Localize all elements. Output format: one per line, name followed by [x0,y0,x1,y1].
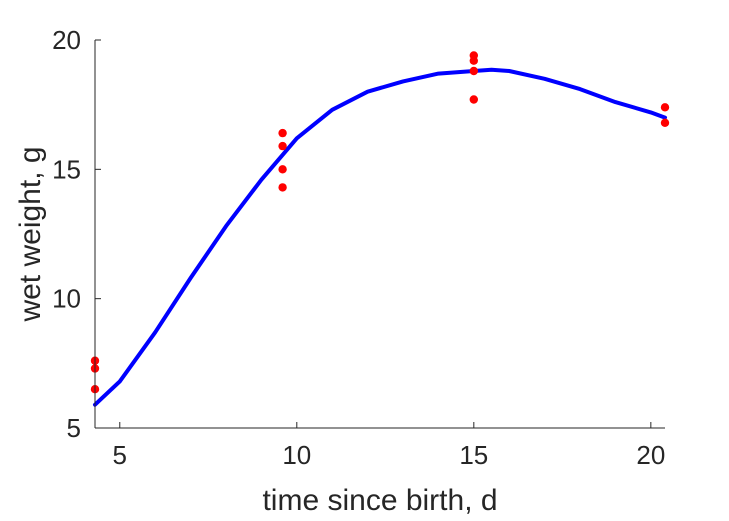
x-tick-label: 5 [113,440,127,470]
x-axis-label: time since birth, d [262,484,497,517]
axes: 5 10 15 20 5 10 15 20 [52,25,665,470]
y-axis-label: wet weight, g [14,146,47,322]
fit-curve [93,67,667,407]
plot-area [90,51,670,407]
y-tick-label: 15 [52,154,81,184]
x-tick-label: 10 [282,440,311,470]
data-point [469,66,478,76]
data-point [278,141,287,151]
y-tick-label: 5 [67,413,81,443]
data-point [660,118,670,128]
y-tick-label: 10 [52,284,81,314]
x-tick-label: 20 [636,440,665,470]
y-tick-label: 20 [52,25,81,55]
data-point [278,128,287,138]
data-point [278,165,287,174]
data-point [278,183,287,192]
data-point [469,95,478,104]
x-tick-label: 15 [459,440,488,470]
data-point [469,56,478,65]
data-point [660,103,670,112]
